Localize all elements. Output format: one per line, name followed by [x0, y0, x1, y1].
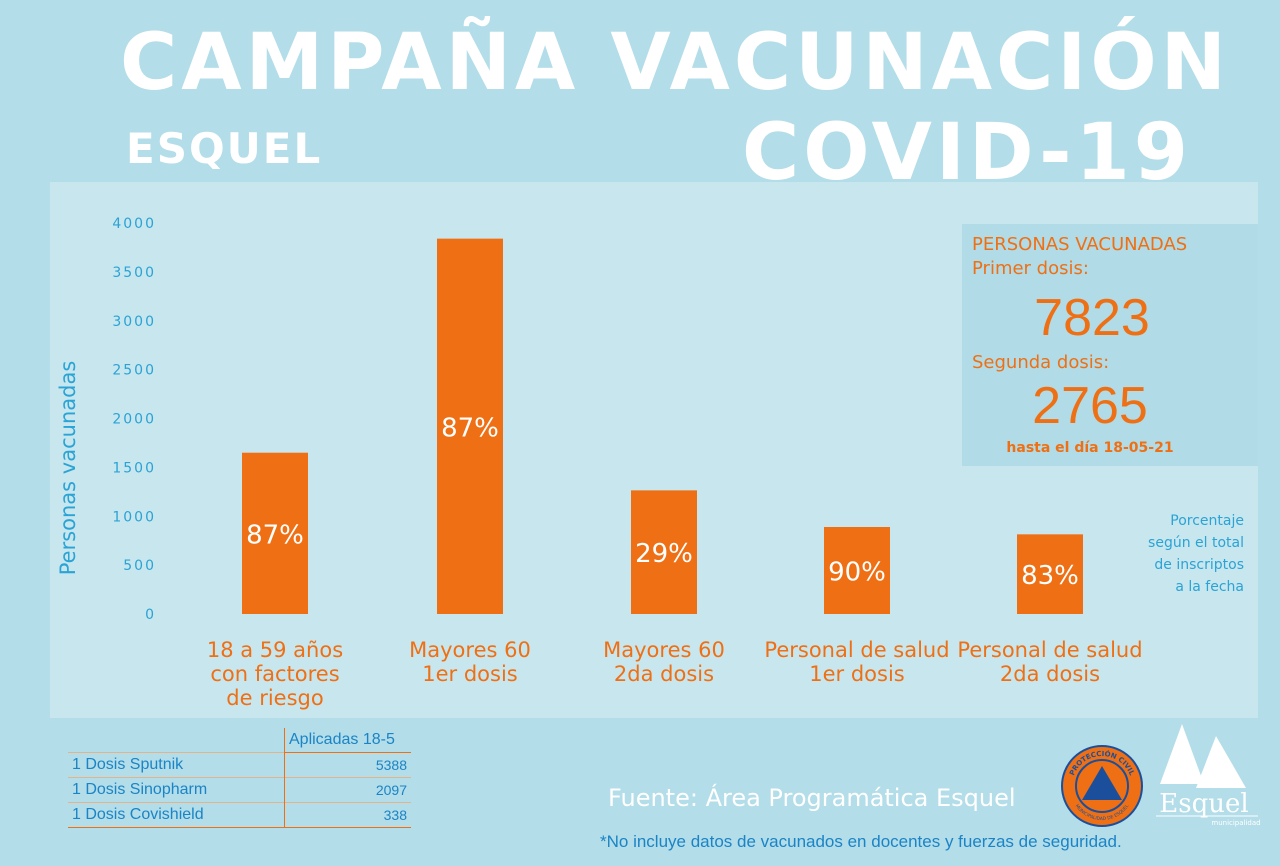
municipal-logo: Esquel municipalidad: [1156, 724, 1261, 827]
civil-protection-emblem: PROTECCIÓN CIVIL MUNICIPALIDAD DE ESQUEL: [1061, 745, 1143, 827]
first-dose-label: Primer dosis:: [972, 258, 1089, 279]
y-tick-label: 2500: [112, 363, 156, 379]
table-header-applied: Aplicadas 18-5: [284, 728, 411, 753]
percentage-note: Porcentaje según el total de inscriptos …: [1148, 510, 1244, 598]
y-tick-label: 2000: [112, 412, 156, 428]
table-header-blank: [68, 728, 285, 753]
bar-data-label: 87%: [441, 413, 499, 443]
dose-value: 5388: [284, 752, 411, 778]
second-dose-label: Segunda dosis:: [972, 352, 1110, 373]
category-label: 1er dosis: [422, 662, 517, 686]
dose-name: 1 Dosis Covishield: [68, 802, 285, 828]
dose-value: 2097: [284, 777, 411, 803]
category-label: 18 a 59 años: [207, 638, 343, 662]
mountain-icon: [1196, 736, 1246, 788]
bar: [631, 490, 697, 614]
municipal-sub: municipalidad: [1211, 819, 1260, 827]
source-text: Fuente: Área Programática Esquel: [608, 784, 1016, 812]
dose-value: 338: [284, 802, 411, 828]
footnote: *No incluye datos de vacunados en docent…: [600, 832, 1122, 851]
y-tick-label: 1500: [112, 460, 156, 476]
date-note: hasta el día 18-05-21: [1006, 440, 1174, 456]
municipal-name: Esquel: [1159, 789, 1248, 819]
table-row: 1 Dosis Sputnik 5388: [68, 752, 411, 778]
subtitle: ESQUEL: [126, 124, 323, 173]
dose-table: Aplicadas 18-5 1 Dosis Sputnik 5388 1 Do…: [68, 728, 411, 828]
y-tick-label: 1000: [112, 509, 156, 525]
bar-data-label: 83%: [1021, 561, 1079, 591]
first-dose-value: 7823: [1034, 289, 1150, 347]
y-tick-label: 4000: [112, 216, 156, 232]
category-label: 2da dosis: [614, 662, 714, 686]
dose-name: 1 Dosis Sputnik: [68, 752, 285, 778]
dose-name: 1 Dosis Sinopharm: [68, 777, 285, 803]
y-tick-label: 3500: [112, 265, 156, 281]
y-tick-label: 3000: [112, 314, 156, 330]
category-label: de riesgo: [226, 686, 323, 710]
bar-data-label: 29%: [635, 539, 693, 569]
category-label: 2da dosis: [1000, 662, 1100, 686]
y-tick-label: 0: [145, 607, 156, 623]
category-label: 1er dosis: [809, 662, 904, 686]
second-dose-value: 2765: [1032, 377, 1148, 435]
bar-data-label: 90%: [828, 558, 886, 588]
category-label: Mayores 60: [409, 638, 531, 662]
category-label: Personal de salud: [764, 638, 949, 662]
table-row: 1 Dosis Covishield 338: [68, 802, 411, 828]
bar: [824, 527, 890, 614]
summary-heading: PERSONAS VACUNADAS: [972, 234, 1188, 255]
triangle-icon: [1082, 766, 1122, 800]
y-axis-label: Personas vacunadas: [56, 361, 80, 576]
percentage-note-line: de inscriptos: [1154, 557, 1244, 573]
bar-data-label: 87%: [246, 520, 304, 550]
bar: [437, 238, 503, 614]
summary-box: PERSONAS VACUNADAS Primer dosis: 7823 Se…: [962, 224, 1258, 466]
y-tick-label: 500: [123, 558, 156, 574]
bar: [1017, 534, 1083, 614]
percentage-note-line: Porcentaje: [1170, 513, 1244, 529]
percentage-note-line: a la fecha: [1175, 579, 1244, 595]
title-line-1: CAMPAÑA VACUNACIÓN: [120, 18, 1230, 108]
category-label: Mayores 60: [603, 638, 725, 662]
tree-icon: [1160, 724, 1204, 784]
category-label: Personal de salud: [957, 638, 1142, 662]
table-row: 1 Dosis Sinopharm 2097: [68, 777, 411, 803]
category-label: con factores: [210, 662, 339, 686]
bar: [242, 452, 308, 614]
percentage-note-line: según el total: [1148, 535, 1244, 551]
table-header-row: Aplicadas 18-5: [68, 728, 411, 753]
